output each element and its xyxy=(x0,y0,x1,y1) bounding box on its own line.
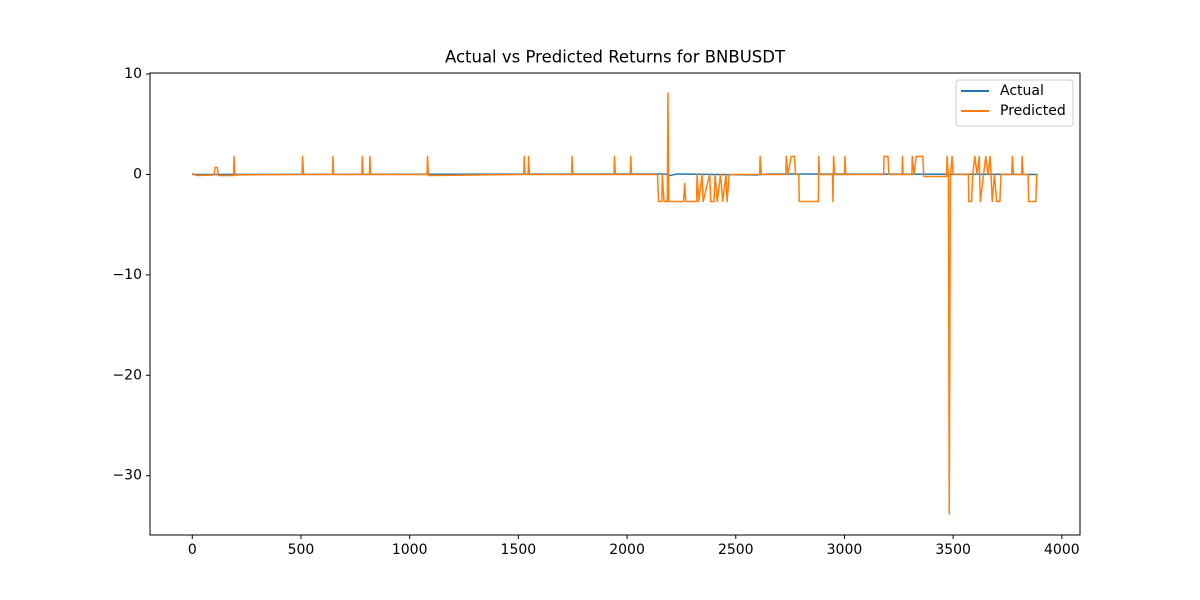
y-tick-label: −20 xyxy=(112,367,142,383)
x-tick-label: 3500 xyxy=(935,542,971,558)
chart-title: Actual vs Predicted Returns for BNBUSDT xyxy=(445,48,786,67)
x-tick-label: 4000 xyxy=(1044,542,1080,558)
x-tick-label: 0 xyxy=(188,542,197,558)
series-line xyxy=(191,92,1039,515)
x-tick-label: 500 xyxy=(288,542,315,558)
axes-frame xyxy=(149,72,1081,536)
x-tick-label: 1000 xyxy=(392,542,428,558)
y-tick-label: −10 xyxy=(112,267,142,283)
x-tick-label: 1500 xyxy=(501,542,537,558)
x-tick-label: 2500 xyxy=(718,542,754,558)
y-tick-label: −30 xyxy=(112,468,142,484)
x-tick-label: 2000 xyxy=(609,542,645,558)
y-tick-label: 10 xyxy=(124,66,142,82)
legend-label: Actual xyxy=(1000,83,1044,99)
x-tick-label: 3000 xyxy=(827,542,863,558)
legend-label: Predicted xyxy=(1000,103,1066,119)
plot-area xyxy=(191,92,1039,515)
y-tick-label: 0 xyxy=(133,166,142,182)
